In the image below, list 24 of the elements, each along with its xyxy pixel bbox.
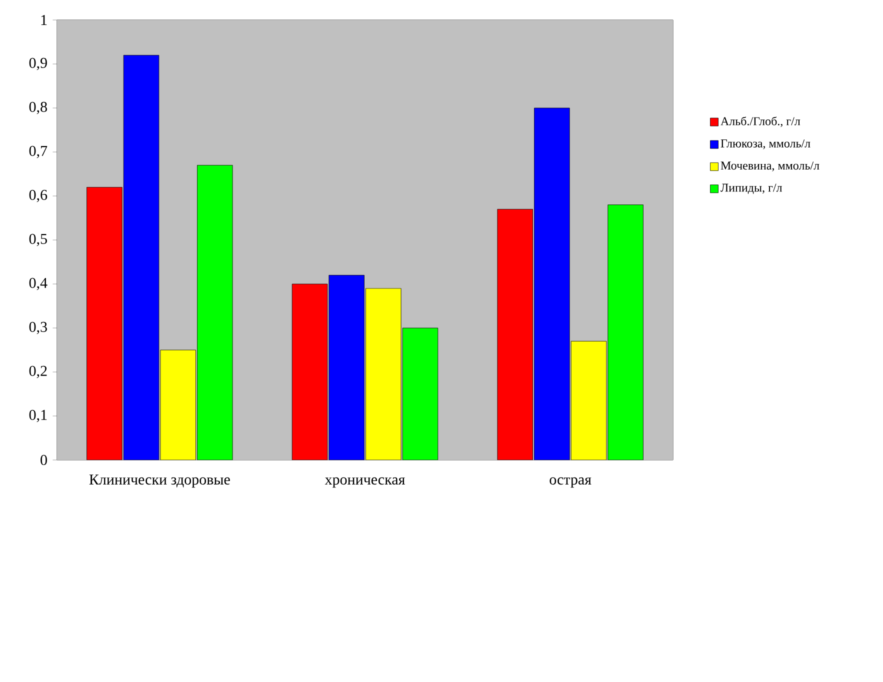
legend-label: Липиды, г/л bbox=[720, 184, 782, 194]
x-tick-label: хроническая bbox=[324, 477, 405, 488]
y-tick-label: 0,6 bbox=[29, 190, 48, 202]
y-tick-label: 0,9 bbox=[29, 58, 47, 70]
legend-label: Альб./Глоб., г/л bbox=[720, 116, 800, 128]
legend-label: Мочевина, ммоль/л bbox=[720, 162, 820, 172]
y-tick-label: 0,7 bbox=[29, 146, 48, 158]
y-tick-label: 0,4 bbox=[29, 278, 48, 290]
y-tick-label: 1 bbox=[41, 15, 47, 25]
bar bbox=[608, 204, 644, 460]
y-tick-label: 0,1 bbox=[29, 410, 47, 422]
y-tick-label: 0 bbox=[40, 454, 47, 466]
legend-label: Глюкоза, ммоль/л bbox=[720, 139, 810, 150]
x-tick-label: Клинически здоровые bbox=[89, 474, 230, 488]
bar bbox=[197, 164, 233, 460]
y-tick-label: 0,8 bbox=[29, 102, 47, 114]
bar bbox=[123, 54, 160, 460]
bar bbox=[402, 328, 438, 460]
bar bbox=[534, 108, 570, 460]
y-tick-label: 0,5 bbox=[29, 234, 47, 246]
y-tick-label: 0,2 bbox=[29, 366, 47, 378]
bar bbox=[328, 274, 364, 460]
x-tick-label: острая bbox=[550, 477, 592, 488]
y-tick-label: 0,3 bbox=[29, 322, 47, 334]
